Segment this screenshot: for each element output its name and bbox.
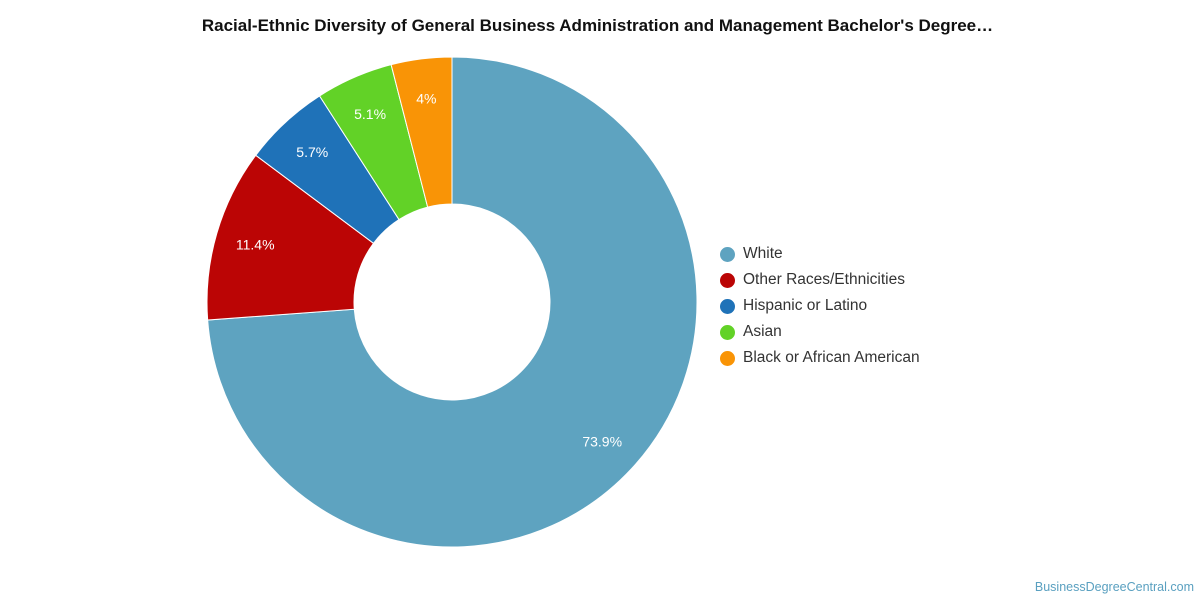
slice-value-label: 4% xyxy=(416,91,436,107)
legend-swatch xyxy=(720,246,735,262)
slice-other-races-ethnicities[interactable] xyxy=(206,154,375,321)
slice-white[interactable] xyxy=(207,56,698,548)
slice-value-label: 5.1% xyxy=(354,106,386,122)
legend-label: Hispanic or Latino xyxy=(743,297,868,314)
legend-label: Asian xyxy=(743,323,782,340)
slice-value-label: 73.9% xyxy=(582,434,622,450)
legend-item[interactable]: Black or African American xyxy=(720,345,920,371)
legend-label: Other Races/Ethnicities xyxy=(743,271,905,288)
legend: White Other Races/Ethnicities Hispanic or … xyxy=(720,241,920,371)
slice-value-label: 11.4% xyxy=(236,237,275,253)
legend-item[interactable]: White xyxy=(720,241,920,267)
legend-swatch xyxy=(720,272,735,288)
legend-label: White xyxy=(743,245,783,262)
legend-label: Black or African American xyxy=(743,349,920,366)
legend-item[interactable]: Hispanic or Latino xyxy=(720,293,920,319)
slice-value-label: 5.7% xyxy=(296,144,328,160)
legend-swatch xyxy=(720,298,735,314)
legend-swatch xyxy=(720,350,735,366)
source-credit[interactable]: BusinessDegreeCentral.com xyxy=(1034,580,1194,594)
legend-item[interactable]: Asian xyxy=(720,319,920,345)
legend-item[interactable]: Other Races/Ethnicities xyxy=(720,267,920,293)
legend-swatch xyxy=(720,324,735,340)
chart-title: Racial-Ethnic Diversity of General Busin… xyxy=(201,16,994,35)
slice-black-or-african-american[interactable] xyxy=(390,56,453,208)
